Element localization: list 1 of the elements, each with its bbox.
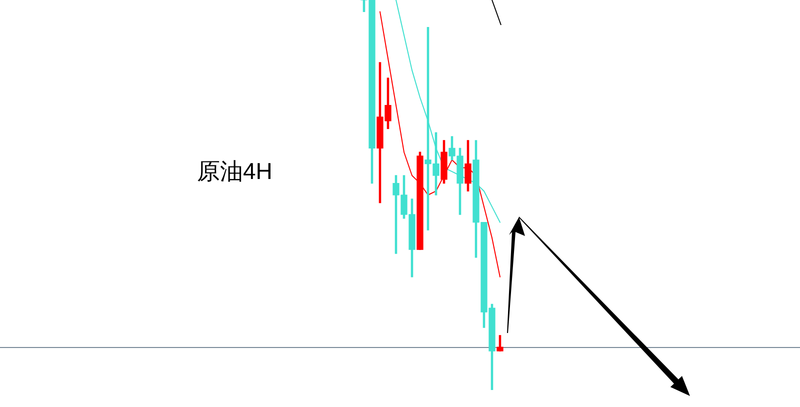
text: 原油4H	[197, 158, 272, 184]
